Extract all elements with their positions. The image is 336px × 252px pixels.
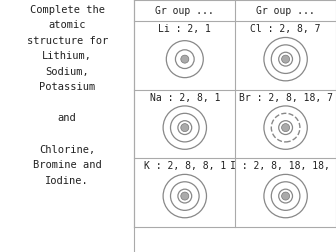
Text: structure for: structure for [27,36,108,46]
Text: Li : 2, 1: Li : 2, 1 [158,24,211,35]
Text: Lithium,: Lithium, [42,51,92,61]
Circle shape [181,55,189,63]
Circle shape [282,55,290,63]
Circle shape [282,192,290,200]
Text: Na : 2, 8, 1: Na : 2, 8, 1 [150,93,220,103]
Text: Potassium: Potassium [39,82,95,92]
Text: I : 2, 8, 18, 18, 7: I : 2, 8, 18, 18, 7 [230,161,336,171]
Text: Gr oup ...: Gr oup ... [256,6,315,16]
Text: atomic: atomic [48,20,86,30]
Text: Br : 2, 8, 18, 7: Br : 2, 8, 18, 7 [239,93,333,103]
Circle shape [181,192,189,200]
Text: and: and [58,113,77,123]
Text: Bromine and: Bromine and [33,160,101,170]
Text: Sodium,: Sodium, [45,67,89,77]
Circle shape [282,124,290,132]
Text: Iodine.: Iodine. [45,175,89,185]
Text: Cl : 2, 8, 7: Cl : 2, 8, 7 [250,24,321,35]
Text: K : 2, 8, 8, 1: K : 2, 8, 8, 1 [144,161,226,171]
Circle shape [181,124,189,132]
Text: Chlorine,: Chlorine, [39,144,95,154]
Text: Gr oup ...: Gr oup ... [156,6,214,16]
Text: Complete the: Complete the [30,5,105,15]
